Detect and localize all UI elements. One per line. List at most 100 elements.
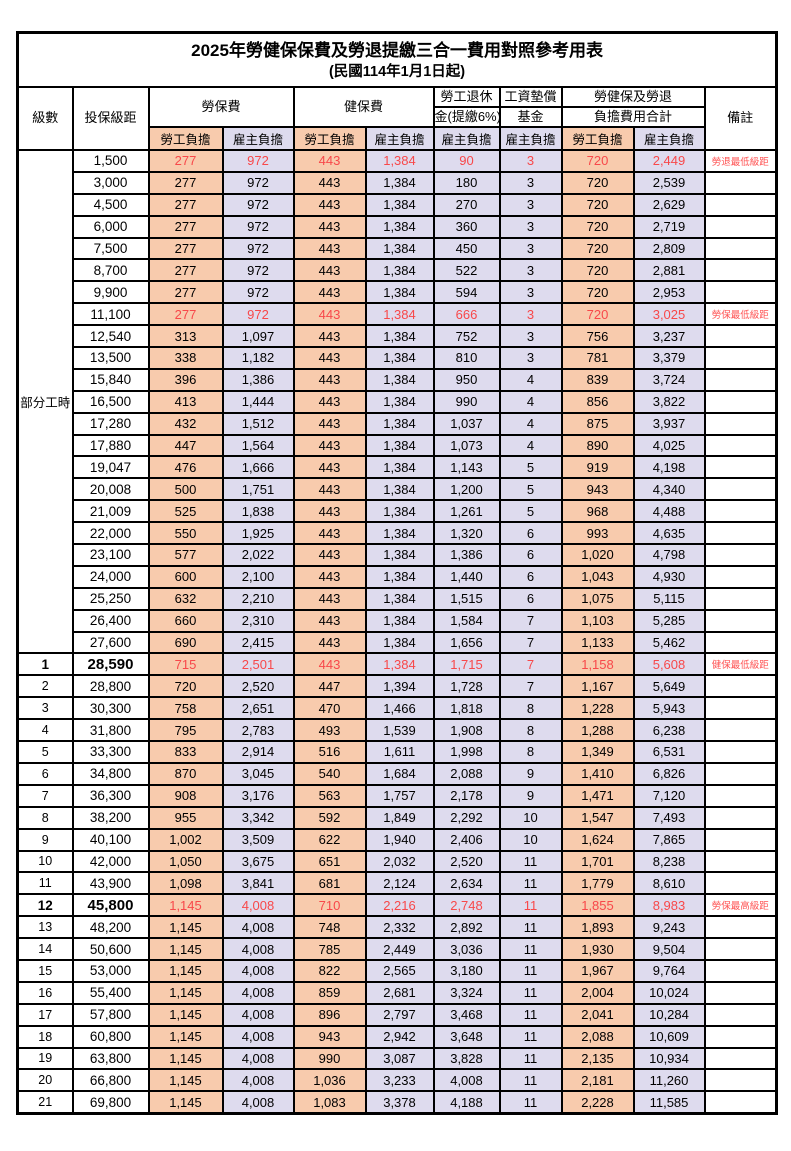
- value-cell-total_emp: 1,075: [560, 586, 635, 611]
- value-cell-health_emp: 710: [292, 893, 367, 918]
- bracket-cell: 40,100: [71, 827, 150, 852]
- value-cell-total_emp: 720: [560, 302, 635, 327]
- value-cell-fund_er: 11: [498, 1024, 563, 1049]
- value-cell-labor_er: 4,008: [221, 1002, 295, 1027]
- value-cell-labor_emp: 1,145: [147, 980, 224, 1005]
- value-cell-total_emp: 875: [560, 411, 635, 436]
- value-cell-labor_emp: 396: [147, 367, 224, 392]
- value-cell-health_er: 1,384: [364, 192, 435, 217]
- value-cell-labor_er: 2,914: [221, 740, 295, 764]
- table-row: 25,250 632 2,210 443 1,384 1,515 6 1,075 5,115: [18, 586, 778, 611]
- bracket-cell: 53,000: [71, 958, 150, 983]
- value-cell-labor_er: 1,564: [221, 433, 295, 458]
- value-cell-health_emp: 443: [292, 521, 367, 546]
- table-row: 11 43,900 1,098 3,841 681 2,124 2,634 11 1,779 8,…: [16, 871, 778, 896]
- value-cell-labor_er: 972: [221, 192, 295, 217]
- table-row: 8 38,200 955 3,342 592 1,849 2,292 10 1,547 7,493: [16, 805, 778, 830]
- value-cell-total_emp: 1,133: [560, 630, 635, 655]
- title-cell: 2025年勞健保保費及勞退提繳三合一費用對照參考用表 (民國114年1月1日起): [16, 31, 778, 88]
- bracket-cell: 55,400: [71, 980, 150, 1005]
- value-cell-total_emp: 720: [560, 170, 635, 195]
- value-cell-health_emp: 443: [292, 170, 367, 195]
- value-cell-labor_emp: 1,145: [147, 1024, 224, 1049]
- value-cell-fund_er: 3: [498, 236, 563, 261]
- value-cell-pension_er: 2,520: [432, 849, 501, 874]
- value-cell-pension_er: 1,073: [432, 433, 501, 458]
- col-header-total-line2: 負擔費用合計: [560, 106, 706, 128]
- value-cell-fund_er: 5: [498, 477, 563, 502]
- remark-cell: [703, 718, 778, 743]
- value-cell-health_emp: 443: [292, 192, 367, 217]
- value-cell-labor_er: 3,675: [221, 849, 295, 874]
- value-cell-fund_er: 6: [498, 521, 563, 546]
- value-cell-pension_er: 270: [432, 192, 501, 217]
- value-cell-labor_emp: 447: [147, 433, 224, 458]
- value-cell-labor_emp: 413: [147, 389, 224, 414]
- value-cell-health_emp: 443: [292, 543, 367, 567]
- bracket-cell: 24,000: [71, 564, 150, 589]
- table-row: 7 36,300 908 3,176 563 1,757 2,178 9 1,471 7,120: [16, 783, 778, 808]
- value-cell-health_er: 2,449: [364, 937, 435, 961]
- value-cell-total_emp: 720: [560, 192, 635, 217]
- value-cell-labor_emp: 1,145: [147, 1068, 224, 1093]
- value-cell-health_er: 1,384: [364, 236, 435, 261]
- value-cell-health_er: 1,384: [364, 258, 435, 283]
- value-cell-health_er: 3,087: [364, 1046, 435, 1071]
- title-row: 2025年勞健保保費及勞退提繳三合一費用對照參考用表 (民國114年1月1日起): [16, 31, 778, 88]
- value-cell-total_er: 7,865: [632, 827, 706, 852]
- value-cell-total_er: 2,449: [632, 149, 706, 173]
- value-cell-labor_emp: 1,145: [147, 893, 224, 918]
- value-cell-total_er: 3,822: [632, 389, 706, 414]
- value-cell-fund_er: 11: [498, 893, 563, 918]
- value-cell-total_er: 3,025: [632, 302, 706, 327]
- value-cell-health_emp: 443: [292, 346, 367, 370]
- value-cell-fund_er: 6: [498, 586, 563, 611]
- value-cell-labor_er: 2,520: [221, 674, 295, 699]
- bracket-cell: 21,009: [71, 499, 150, 524]
- value-cell-health_emp: 443: [292, 236, 367, 261]
- value-cell-labor_emp: 338: [147, 346, 224, 370]
- value-cell-pension_er: 3,324: [432, 980, 501, 1005]
- value-cell-labor_er: 3,176: [221, 783, 295, 808]
- remark-cell: [703, 324, 778, 349]
- bracket-cell: 11,100: [71, 302, 150, 327]
- remark-cell: 勞保最高級距: [703, 893, 778, 918]
- value-cell-total_emp: 919: [560, 455, 635, 480]
- value-cell-total_er: 9,243: [632, 915, 706, 940]
- value-cell-labor_er: 1,444: [221, 389, 295, 414]
- value-cell-labor_er: 4,008: [221, 958, 295, 983]
- remark-cell: [703, 455, 778, 480]
- remark-cell: [703, 849, 778, 874]
- col-header-wage-fund-line2: 基金: [498, 106, 563, 128]
- value-cell-labor_emp: 277: [147, 149, 224, 173]
- col-header-total-line1: 勞健保及勞退: [560, 86, 706, 108]
- subheader-health-employee: 勞工負擔: [292, 126, 367, 151]
- value-cell-total_er: 4,340: [632, 477, 706, 502]
- value-cell-labor_emp: 577: [147, 543, 224, 567]
- value-cell-health_emp: 1,083: [292, 1090, 367, 1115]
- value-cell-fund_er: 3: [498, 192, 563, 217]
- remark-cell: [703, 805, 778, 830]
- value-cell-health_er: 1,384: [364, 280, 435, 305]
- bracket-cell: 28,800: [71, 674, 150, 699]
- value-cell-labor_er: 1,512: [221, 411, 295, 436]
- value-cell-labor_emp: 870: [147, 761, 224, 786]
- value-cell-labor_er: 4,008: [221, 1046, 295, 1071]
- table-row: 15 53,000 1,145 4,008 822 2,565 3,180 11 1,967 9,…: [16, 958, 778, 983]
- value-cell-fund_er: 3: [498, 302, 563, 327]
- value-cell-fund_er: 11: [498, 1046, 563, 1071]
- remark-cell: [703, 346, 778, 370]
- value-cell-health_emp: 859: [292, 980, 367, 1005]
- value-cell-total_emp: 756: [560, 324, 635, 349]
- value-cell-health_emp: 443: [292, 411, 367, 436]
- value-cell-total_er: 2,881: [632, 258, 706, 283]
- bracket-cell: 13,500: [71, 346, 150, 370]
- value-cell-labor_er: 3,342: [221, 805, 295, 830]
- value-cell-labor_emp: 432: [147, 411, 224, 436]
- value-cell-health_emp: 1,036: [292, 1068, 367, 1093]
- value-cell-fund_er: 11: [498, 1068, 563, 1093]
- table-row: 17,880 447 1,564 443 1,384 1,073 4 890 4,025: [18, 433, 778, 458]
- value-cell-total_emp: 781: [560, 346, 635, 370]
- value-cell-fund_er: 3: [498, 170, 563, 195]
- table-row: 23,100 577 2,022 443 1,384 1,386 6 1,020 4,798: [18, 543, 778, 567]
